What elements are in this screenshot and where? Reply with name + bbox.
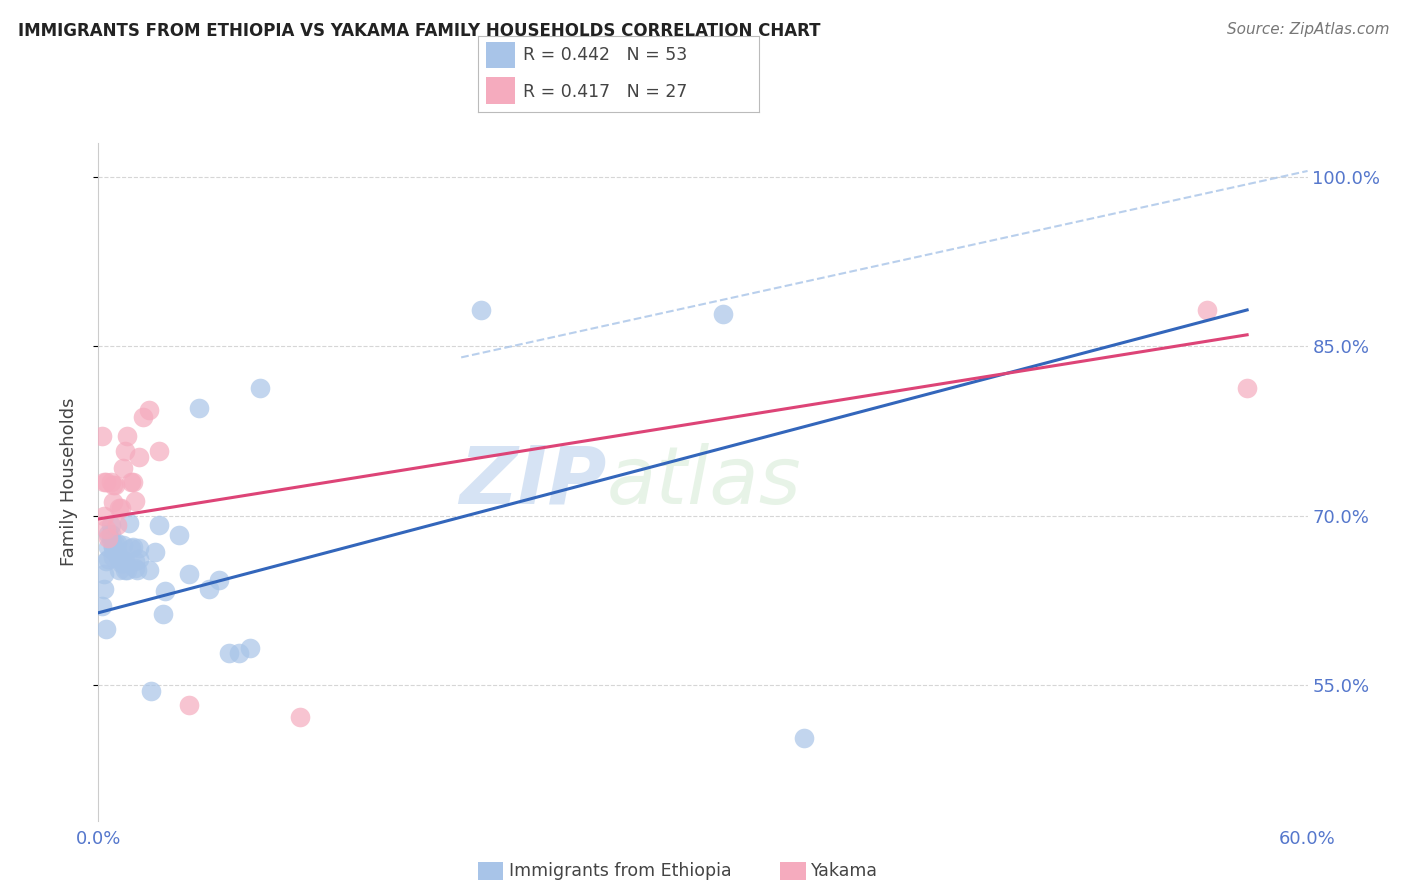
Point: [218, 647, 240, 661]
Point: [111, 461, 134, 475]
Point: [124, 554, 146, 568]
Text: Yakama: Yakama: [811, 862, 879, 880]
Point: [139, 683, 162, 698]
Point: [179, 567, 201, 582]
Point: [110, 551, 132, 566]
Point: [228, 647, 250, 661]
Point: [101, 540, 124, 554]
Point: [107, 551, 129, 566]
Point: [111, 556, 134, 570]
Point: [97, 540, 120, 554]
Point: [188, 401, 211, 416]
Point: [124, 560, 146, 574]
Point: [239, 640, 262, 655]
Point: [143, 545, 166, 559]
Point: [96, 554, 118, 568]
Point: [107, 563, 129, 577]
Point: [96, 622, 118, 636]
Text: atlas: atlas: [606, 442, 801, 521]
Point: [100, 526, 122, 541]
Point: [93, 567, 115, 582]
Point: [118, 516, 141, 531]
Point: [148, 444, 170, 458]
Point: [115, 563, 138, 577]
Point: [91, 599, 114, 613]
Point: [115, 429, 138, 443]
Point: [470, 302, 492, 317]
Point: [103, 478, 125, 492]
Point: [110, 556, 132, 570]
Point: [111, 538, 134, 552]
Point: [96, 475, 118, 489]
Point: [124, 494, 146, 508]
Point: [97, 526, 120, 541]
Point: [96, 522, 118, 536]
Bar: [486, 42, 515, 69]
Point: [93, 582, 115, 596]
Point: [93, 475, 115, 489]
Point: [114, 554, 136, 568]
Point: [114, 563, 136, 577]
Point: [128, 551, 150, 566]
Point: [711, 308, 734, 322]
Point: [793, 731, 815, 746]
Point: [107, 500, 129, 515]
Point: [138, 403, 160, 417]
Point: [100, 475, 122, 489]
Point: [138, 563, 160, 577]
Point: [105, 517, 128, 532]
Point: [167, 528, 190, 542]
Text: R = 0.442   N = 53: R = 0.442 N = 53: [523, 46, 688, 64]
Point: [152, 607, 174, 621]
Point: [132, 410, 155, 425]
Point: [125, 563, 148, 577]
Point: [148, 517, 170, 532]
Point: [110, 500, 132, 515]
Text: Source: ZipAtlas.com: Source: ZipAtlas.com: [1226, 22, 1389, 37]
Point: [128, 541, 150, 556]
Point: [288, 709, 311, 723]
Point: [179, 698, 201, 713]
Text: Immigrants from Ethiopia: Immigrants from Ethiopia: [509, 862, 731, 880]
Point: [101, 550, 124, 565]
Point: [103, 537, 125, 551]
Point: [101, 540, 124, 554]
Y-axis label: Family Households: Family Households: [59, 398, 77, 566]
Point: [121, 540, 143, 554]
Point: [120, 541, 142, 556]
Point: [97, 551, 120, 566]
Text: R = 0.417   N = 27: R = 0.417 N = 27: [523, 83, 688, 101]
Point: [249, 381, 271, 395]
Point: [91, 429, 114, 443]
Point: [153, 584, 176, 599]
Point: [103, 545, 125, 559]
Point: [121, 475, 143, 489]
Point: [97, 531, 120, 545]
Point: [100, 533, 122, 548]
Text: ZIP: ZIP: [458, 442, 606, 521]
Point: [128, 450, 150, 464]
Point: [105, 545, 128, 559]
Point: [101, 495, 124, 509]
Point: [93, 508, 115, 523]
Point: [120, 475, 142, 489]
Point: [198, 582, 221, 596]
Point: [208, 573, 231, 587]
Point: [114, 444, 136, 458]
Point: [101, 478, 124, 492]
Bar: [486, 78, 515, 104]
Text: IMMIGRANTS FROM ETHIOPIA VS YAKAMA FAMILY HOUSEHOLDS CORRELATION CHART: IMMIGRANTS FROM ETHIOPIA VS YAKAMA FAMIL…: [18, 22, 821, 40]
Point: [105, 535, 128, 549]
Point: [100, 517, 122, 532]
Point: [1195, 302, 1218, 317]
Point: [1236, 381, 1258, 395]
